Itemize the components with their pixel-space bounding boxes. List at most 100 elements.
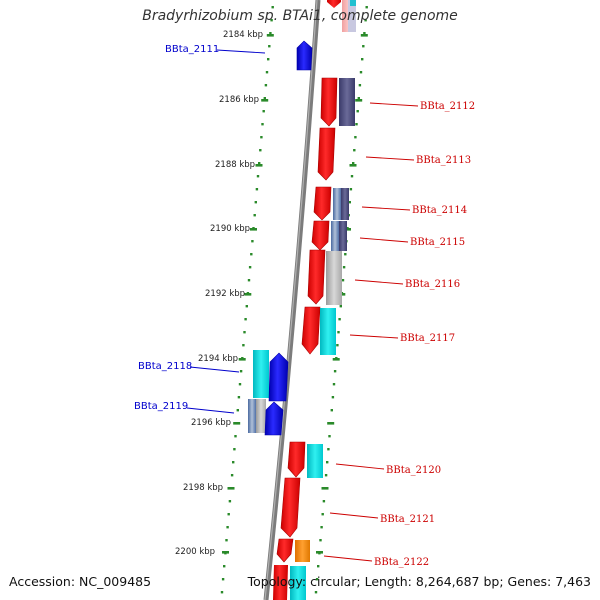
gene-partial-top-slate[interactable] [348,0,356,32]
gene-bbta-2113[interactable] [317,127,336,181]
inner-track-dot [253,214,256,217]
inner-major-tick [222,551,229,554]
tick-label: 2190 kbp [210,224,250,234]
inner-track-dot [267,58,270,61]
inner-track-dot [247,279,251,282]
inner-major-tick [233,422,241,425]
gene-bbta-2120-homolog[interactable] [307,444,323,478]
gene-bbta-2114-homolog[interactable] [333,188,341,220]
gene-label-bbta-2122[interactable]: BBta_2122 [374,557,429,568]
gene-partial-bottom-red[interactable] [273,565,288,600]
gene-bbta-2122[interactable] [276,538,294,563]
inner-track-dot [268,45,271,48]
gene-bbta-2111[interactable] [296,40,313,71]
outer-major-tick [349,164,357,167]
gene-label-bbta-2117[interactable]: BBta_2117 [400,333,455,344]
inner-track-dot [270,19,273,22]
leader-bbta-2115 [359,237,409,243]
outer-track-dot [328,435,331,438]
inner-track-dot [223,565,226,568]
gene-bbta-2119-homolog-b[interactable] [256,399,266,433]
backbone-highlight [264,0,318,600]
gene-bbta-2120[interactable] [287,441,306,478]
gene-label-bbta-2115[interactable]: BBta_2115 [410,237,465,248]
gene-bbta-2116-homolog[interactable] [326,251,342,305]
gene-label-bbta-2118[interactable]: BBta_2118 [138,361,192,372]
outer-track-dot [349,188,353,191]
gene-bbta-2118-homolog[interactable] [253,350,269,398]
gene-label-bbta-2116[interactable]: BBta_2116 [405,279,460,290]
tick-labels: 2184 kbp 2186 kbp 2188 kbp 2190 kbp 2192… [175,30,263,557]
inner-major-tick [227,487,235,490]
gene-partial-bottom-cyan[interactable] [290,566,306,600]
outer-track-dot [352,162,355,165]
leader-bbta-2120 [335,463,385,470]
outer-track-dot [332,383,336,386]
gene-bbta-2115[interactable] [311,220,330,251]
gene-partial-top-cyan[interactable] [350,0,356,6]
inner-major-tick [244,293,252,296]
outer-major-tick [332,358,340,361]
outer-track-dot [339,305,342,308]
inner-track-dot [251,240,254,243]
outer-track-dot [326,461,329,464]
outer-track-dot [342,266,346,269]
leader-bbta-2116 [354,279,404,285]
leader-bbta-2117 [349,334,399,339]
inner-track-dot [226,526,229,529]
gene-bbta-2115-homolog-b[interactable] [339,221,347,251]
outer-track-dot [365,6,368,9]
gene-label-bbta-2114[interactable]: BBta_2114 [412,205,467,216]
gene-bbta-2114[interactable] [313,186,332,221]
gene-label-bbta-2119[interactable]: BBta_2119 [134,401,188,412]
tick-label: 2184 kbp [223,30,263,40]
gene-label-bbta-2111[interactable]: BBta_2111 [165,44,219,55]
inner-track-dot [239,370,243,373]
inner-track-dot [262,110,265,113]
inner-track-dot [238,383,242,386]
inner-track-dot [261,123,264,126]
gene-bbta-2121[interactable] [280,477,301,538]
outer-track-dot [321,513,324,516]
gene-bbta-2119[interactable] [264,401,284,436]
gene-bbta-2118[interactable] [268,352,289,402]
outer-track-dot [350,175,354,178]
outer-track-dot [317,565,320,568]
gene-label-bbta-2121[interactable]: BBta_2121 [380,514,435,525]
gene-label-bbta-2113[interactable]: BBta_2113 [416,155,471,166]
gene-partial-top-red[interactable] [327,0,341,8]
inner-track-dot [237,396,241,399]
outer-major-tick [327,422,335,425]
tick-label: 2192 kbp [205,289,245,299]
inner-major-tick [250,228,257,231]
gene-bbta-2114-homolog-b[interactable] [341,188,349,220]
inner-track-dot [256,175,260,178]
leader-bbta-2118 [189,366,240,373]
gene-label-bbta-2120[interactable]: BBta_2120 [386,465,441,476]
gene-bbta-2116[interactable] [307,249,326,305]
inner-track-dot [271,6,274,9]
outer-track-dot [364,19,367,22]
gene-bbta-2117-homolog[interactable] [320,308,336,355]
outer-track-dot [357,97,360,100]
gene-label-bbta-2112[interactable]: BBta_2112 [420,101,475,112]
outer-track-dot [331,396,335,399]
outer-major-tick [355,99,363,102]
leader-bbta-2114 [361,206,411,211]
outer-major-tick [360,34,368,37]
gene-bbta-2119-homolog[interactable] [248,399,256,433]
inner-track-dot [254,201,257,204]
leader-bbta-2121 [329,512,379,519]
outer-major-tick [321,487,329,490]
inner-track-dot [260,136,263,139]
gene-bbta-2122-homolog[interactable] [295,540,310,562]
gene-bbta-2115-homolog[interactable] [331,221,339,251]
inner-track-dot [221,578,225,581]
gene-bbta-2117[interactable] [301,306,321,355]
outer-track-dot [320,526,323,529]
inner-major-tick [266,34,274,37]
gene-bbta-2112[interactable] [320,77,338,127]
gene-bbta-2112-homolog[interactable] [339,78,355,126]
gene-partial-top-pink[interactable] [342,0,350,32]
